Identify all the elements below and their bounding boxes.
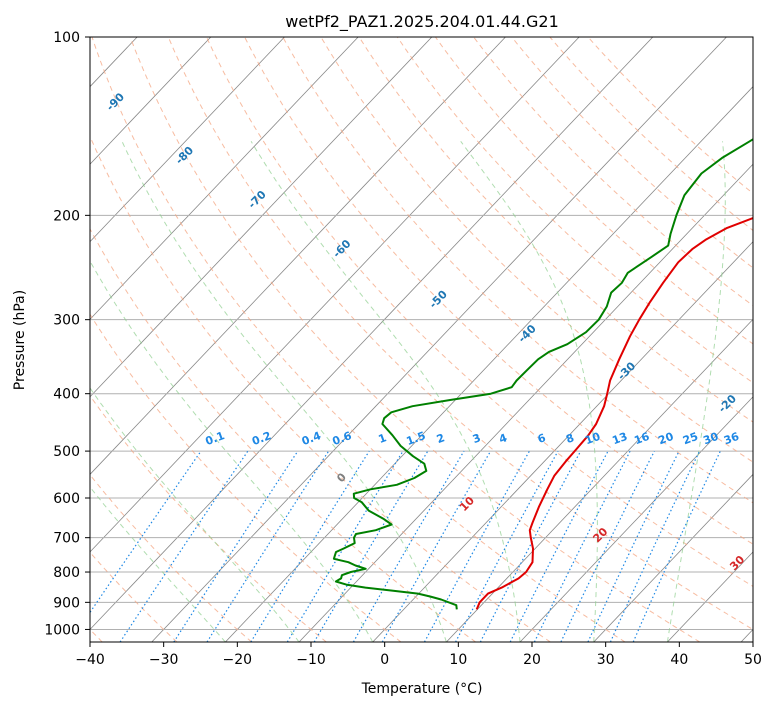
isotherm-line	[90, 37, 506, 475]
y-tick-label: 800	[53, 565, 80, 581]
plot-background	[90, 37, 753, 642]
axes-layer: −40 −30 −20 −10 0 10 20 30 40 5010020030040050060…	[44, 30, 762, 668]
y-tick-label: 700	[53, 531, 80, 547]
y-tick-label: 400	[53, 387, 80, 403]
mixing-ratio-label: 6	[536, 431, 548, 446]
y-axis-label: Pressure (hPa)	[12, 290, 28, 390]
mixing-ratio-line	[286, 450, 404, 642]
mixing-ratio-label: 1	[377, 431, 389, 446]
series-layer	[332, 138, 753, 610]
mixing-ratio-label: 20	[657, 430, 676, 448]
moist-adiabat	[90, 260, 374, 642]
isotherm-line	[225, 86, 753, 642]
mixing-ratio-label: 36	[722, 430, 741, 448]
mixing-ratio-line	[206, 450, 330, 642]
mixing-ratio-line	[455, 450, 559, 642]
grid-layer	[0, 37, 753, 642]
isotherm-line	[90, 37, 580, 553]
mixing-ratio-label: 0.2	[250, 429, 273, 448]
moist-adiabat	[460, 141, 598, 642]
y-tick-label: 200	[53, 208, 80, 224]
mixing-ratio-label: 16	[632, 430, 651, 448]
dewpoint-line	[332, 138, 753, 610]
isotherm-line	[151, 37, 727, 642]
mixing-ratio-line	[173, 450, 299, 642]
dry-adiabat	[167, 37, 753, 630]
dry-adiabat	[90, 313, 402, 642]
y-tick-label: 500	[53, 444, 80, 460]
plot-area	[90, 37, 753, 642]
x-tick-label: 0	[380, 652, 389, 668]
mixing-ratio-label: 2	[435, 431, 447, 446]
mixing-ratio-label: 0.4	[300, 429, 323, 448]
dry-adiabat	[282, 37, 753, 504]
x-tick-label: −40	[75, 652, 105, 668]
x-tick-label: 40	[670, 652, 688, 668]
mixing-ratio-label: 0.6	[331, 429, 354, 448]
x-tick-label: 50	[744, 652, 762, 668]
x-tick-label: −10	[296, 652, 326, 668]
mixing-ratio-label: 4	[497, 431, 509, 446]
isotherm-line	[593, 473, 753, 642]
moist-adiabat	[666, 141, 726, 642]
mixing-ratio-label: 3	[471, 431, 483, 446]
mixing-ratio-label: 0.1	[204, 429, 227, 448]
adiabat-layer	[90, 37, 753, 642]
x-axis-label: Temperature (°C)	[361, 681, 483, 697]
mixing-ratio-line	[119, 450, 249, 642]
mixing-ratio-line	[632, 450, 721, 642]
isotherm-line	[90, 37, 285, 243]
isotherm-line	[372, 241, 753, 642]
mixing-ratio-line	[560, 450, 655, 642]
isotherm-line	[519, 396, 753, 642]
moist-adiabat	[90, 486, 226, 642]
isotherm-line	[90, 37, 359, 320]
mixing-ratio-label: 8	[564, 431, 576, 446]
mixing-ratio-line	[423, 450, 530, 642]
moist-adiabat	[121, 141, 447, 642]
y-tick-label: 1000	[44, 622, 80, 638]
mixing-ratio-line	[381, 450, 492, 642]
dry-adiabat	[206, 37, 753, 587]
mixing-ratio-line	[533, 450, 631, 642]
moist-adiabat	[250, 141, 521, 642]
mixing-ratio-label: 1.5	[405, 429, 428, 448]
isotherm-line	[90, 37, 433, 398]
y-tick-label: 600	[53, 491, 80, 507]
x-tick-label: 10	[449, 652, 467, 668]
dry-adiabat	[129, 37, 701, 642]
isotherm-line	[298, 163, 753, 642]
chart-title: wetPf2_PAZ1.2025.204.01.44.G21	[285, 12, 559, 32]
x-tick-label: 30	[597, 652, 615, 668]
y-tick-label: 300	[53, 313, 80, 329]
x-tick-label: 20	[523, 652, 541, 668]
isotherm-line	[446, 318, 753, 642]
y-tick-label: 100	[53, 30, 80, 46]
mixing-ratio-label: 25	[681, 430, 700, 447]
dry-adiabat	[244, 37, 753, 545]
mixing-ratio-label: 10	[583, 430, 602, 448]
plot-frame	[89, 36, 754, 643]
x-tick-label: −20	[223, 652, 253, 668]
mixing-ratio-label: 30	[701, 430, 720, 448]
temperature-line	[475, 217, 753, 610]
dry-adiabat	[91, 37, 626, 642]
dry-adiabat	[90, 473, 252, 642]
mixing-ratio-label: 13	[610, 430, 629, 447]
dry-adiabat	[90, 135, 551, 642]
x-tick-label: −30	[149, 652, 179, 668]
moist-adiabat	[90, 387, 300, 642]
dry-adiabat	[90, 227, 476, 642]
isotherm-line	[90, 37, 654, 631]
isotherm-line	[90, 37, 212, 165]
isotherm-line	[0, 37, 63, 642]
y-tick-label: 900	[53, 595, 80, 611]
dry-adiabat	[396, 37, 753, 384]
